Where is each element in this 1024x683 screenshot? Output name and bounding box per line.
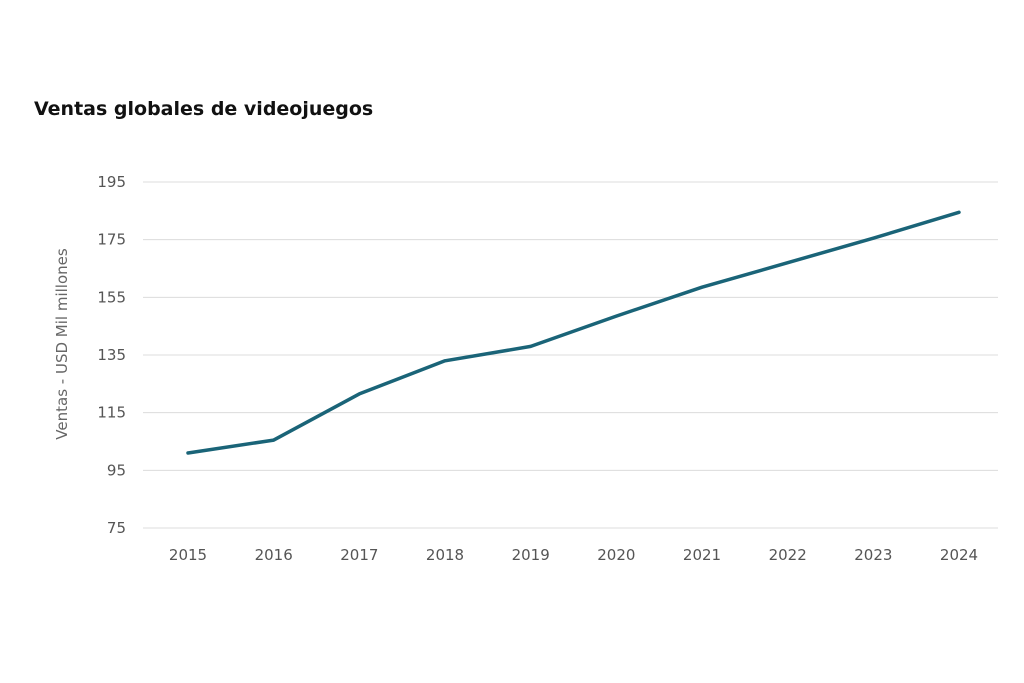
y-tick-label: 95 — [107, 461, 126, 479]
x-tick-label: 2015 — [169, 546, 207, 564]
series-line-0 — [186, 210, 961, 455]
x-tick-label: 2019 — [512, 546, 550, 564]
y-tick-label: 75 — [107, 519, 126, 537]
y-tick-label: 135 — [97, 346, 126, 364]
x-tick-label: 2017 — [340, 546, 378, 564]
y-tick-label: 115 — [97, 404, 126, 422]
chart-title: Ventas globales de videojuegos — [34, 98, 374, 120]
x-tick-label: 2020 — [597, 546, 635, 564]
y-axis-ticks: 75 95 115 135 155 175 195 — [97, 173, 126, 537]
x-tick-label: 2018 — [426, 546, 464, 564]
x-axis-ticks: 2015 2016 2017 2018 2019 2020 2021 2022 2023 2024 — [169, 546, 978, 564]
y-tick-label: 155 — [97, 288, 126, 306]
x-tick-label: 2016 — [255, 546, 293, 564]
gridlines — [143, 181, 998, 529]
x-tick-label: 2024 — [940, 546, 978, 564]
y-axis-title: Ventas - USD Mil millones — [53, 248, 71, 440]
x-tick-label: 2023 — [854, 546, 892, 564]
x-tick-label: 2022 — [769, 546, 807, 564]
y-tick-label: 175 — [97, 231, 126, 249]
y-tick-label: 195 — [97, 173, 126, 191]
series-layer — [186, 210, 961, 455]
x-tick-label: 2021 — [683, 546, 721, 564]
